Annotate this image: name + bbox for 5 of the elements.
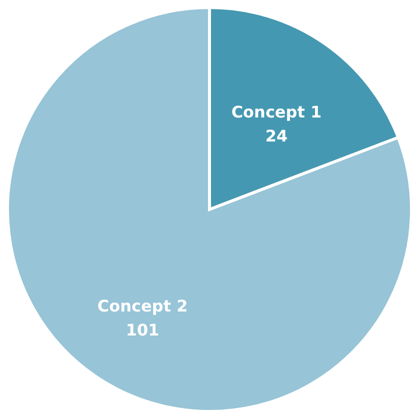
data-label: 24 <box>265 126 288 146</box>
slice-label: Concept 2 <box>97 296 188 316</box>
slice-label: Concept 1 <box>231 102 322 122</box>
pie-slice <box>6 6 413 413</box>
data-label: 101 <box>126 320 160 340</box>
